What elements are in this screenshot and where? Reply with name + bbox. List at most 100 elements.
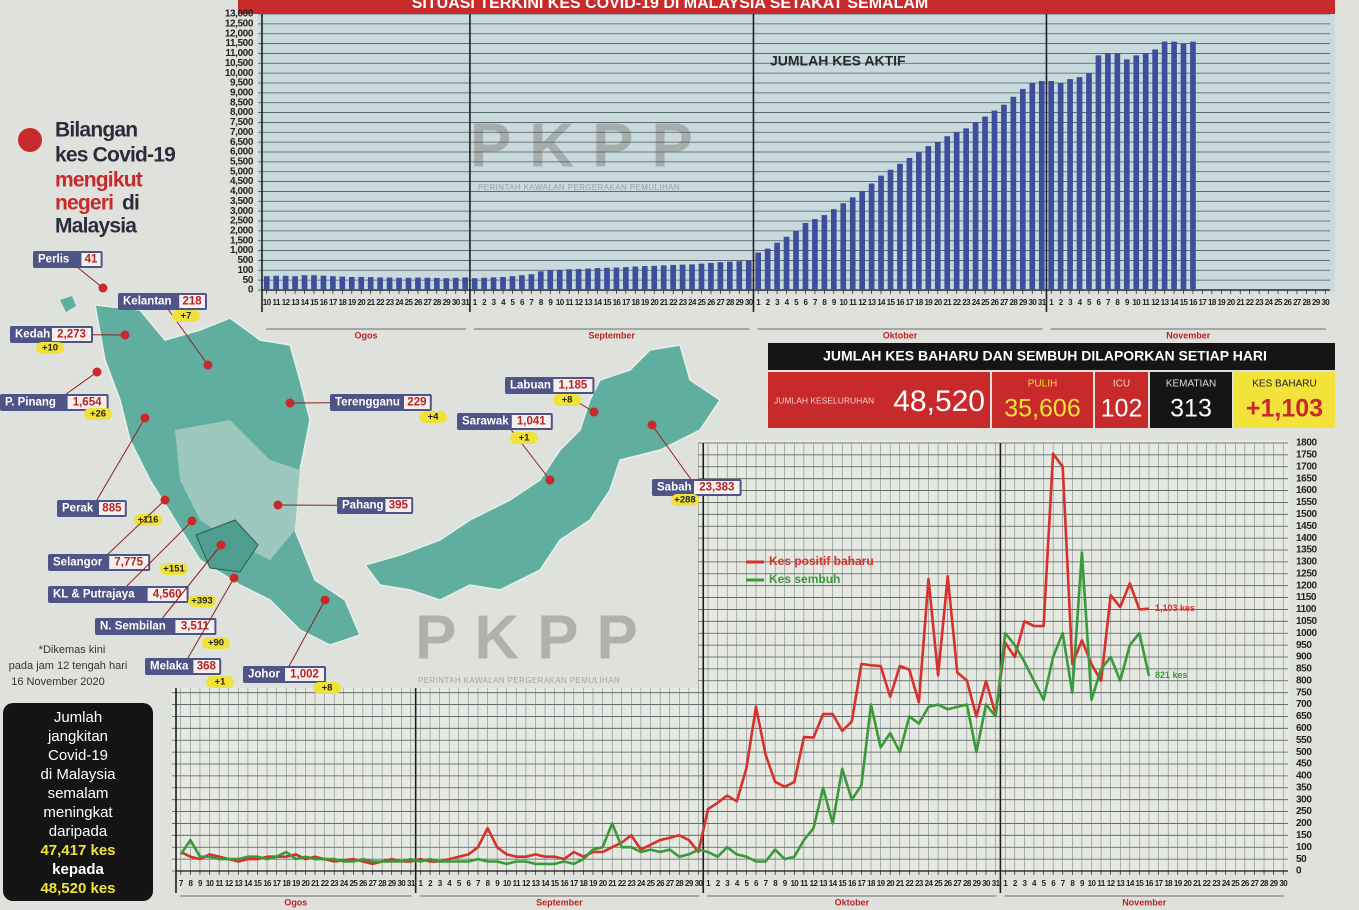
state-name: Kedah xyxy=(15,329,50,341)
y-tick-label: 850 xyxy=(1296,664,1312,675)
x-tick-label: 18 xyxy=(580,879,589,888)
state-count: 7,775 xyxy=(114,557,143,569)
state-name: Perak xyxy=(62,503,94,515)
x-tick-label: 28 xyxy=(963,879,972,888)
y-tick-label: 1100 xyxy=(1296,604,1317,615)
bar xyxy=(888,170,894,290)
x-tick-label: 11 xyxy=(1097,879,1105,888)
bar xyxy=(869,184,875,290)
month-label: Oktober xyxy=(835,897,870,907)
bar xyxy=(689,264,695,290)
stat-label: ICU xyxy=(1113,379,1130,390)
x-tick-label: 21 xyxy=(367,298,376,307)
state-change: +1 xyxy=(519,433,531,444)
x-tick-label: 10 xyxy=(1088,879,1097,888)
state-count: 1,041 xyxy=(517,416,546,428)
x-tick-label: 18 xyxy=(338,298,347,307)
bar xyxy=(321,276,327,290)
x-tick-label: 30 xyxy=(982,879,991,888)
state-change: +1 xyxy=(215,677,227,688)
state-marker xyxy=(274,501,283,510)
y-tick-label: 750 xyxy=(1296,687,1312,698)
x-tick-label: 28 xyxy=(675,879,684,888)
bar xyxy=(784,237,790,290)
y-tick-label: 2,500 xyxy=(230,216,254,227)
state-change: +151 xyxy=(163,564,185,575)
x-tick-label: 29 xyxy=(1312,298,1321,307)
y-tick-label: 1750 xyxy=(1296,450,1317,461)
y-tick-label: 1250 xyxy=(1296,568,1317,579)
state-name: Selangor xyxy=(53,557,103,569)
bar xyxy=(954,132,960,290)
stat-label: KEMATIAN xyxy=(1166,379,1216,390)
x-tick-label: 20 xyxy=(357,298,366,307)
bar xyxy=(491,277,497,290)
x-tick-label: 25 xyxy=(647,879,656,888)
bar xyxy=(1029,83,1035,290)
y-tick-label: 350 xyxy=(1296,782,1312,793)
state-count: 368 xyxy=(197,661,217,673)
y-tick-label: 6,000 xyxy=(230,147,254,158)
bar xyxy=(1181,44,1187,290)
x-tick-label: 20 xyxy=(650,298,659,307)
x-tick-label: 29 xyxy=(685,879,694,888)
bar xyxy=(340,277,346,290)
x-tick-label: 11 xyxy=(566,298,574,307)
watermark: PKPP xyxy=(470,111,711,180)
bar xyxy=(803,223,809,290)
bar xyxy=(1115,53,1121,290)
state-count: 1,185 xyxy=(559,380,588,392)
x-tick-label: 10 xyxy=(206,879,215,888)
x-tick-label: 23 xyxy=(962,298,971,307)
stat-value: 102 xyxy=(1101,395,1143,423)
x-tick-label: 27 xyxy=(1293,298,1302,307)
x-tick-label: 11 xyxy=(513,879,521,888)
x-tick-label: 26 xyxy=(1241,879,1250,888)
bar xyxy=(368,277,374,290)
bar xyxy=(273,276,279,290)
bar xyxy=(311,275,317,290)
x-tick-label: 25 xyxy=(698,298,707,307)
summary-line: Jumlah xyxy=(54,709,102,726)
state-change: +90 xyxy=(208,638,224,649)
x-tick-label: 16 xyxy=(848,879,857,888)
x-tick-label: 31 xyxy=(461,298,470,307)
x-tick-label: 26 xyxy=(944,879,953,888)
y-tick-label: 700 xyxy=(1296,699,1312,710)
x-tick-label: 29 xyxy=(973,879,982,888)
x-tick-label: 19 xyxy=(589,879,598,888)
y-tick-label: 1700 xyxy=(1296,461,1317,472)
x-tick-label: 23 xyxy=(627,879,636,888)
x-tick-label: 16 xyxy=(560,879,569,888)
bar xyxy=(1011,97,1017,290)
bar xyxy=(736,261,742,290)
x-tick-label: 17 xyxy=(858,879,867,888)
x-tick-label: 24 xyxy=(925,879,934,888)
x-tick-label: 18 xyxy=(1208,298,1217,307)
y-tick-label: 10,500 xyxy=(225,58,254,69)
bar xyxy=(481,278,487,290)
x-tick-label: 27 xyxy=(666,879,675,888)
state-marker xyxy=(93,368,102,377)
bar xyxy=(1133,55,1139,290)
stat-value: +1,103 xyxy=(1246,395,1323,423)
summary-line: semalam xyxy=(48,785,109,802)
state-marker xyxy=(546,476,555,485)
header-title: SITUASI TERKINI KES COVID-19 DI MALAYSIA… xyxy=(412,0,928,12)
x-tick-label: 22 xyxy=(1203,879,1212,888)
x-tick-label: 13 xyxy=(291,298,300,307)
x-tick-label: 18 xyxy=(915,298,924,307)
bar xyxy=(935,142,941,290)
bar xyxy=(963,128,969,290)
y-tick-label: 7,500 xyxy=(230,117,254,128)
stat-label: JUMLAH KESELURUHAN xyxy=(774,395,874,405)
x-tick-label: 15 xyxy=(254,879,263,888)
month-label: Ogos xyxy=(354,330,377,340)
bar xyxy=(642,266,648,290)
y-tick-label: 7,000 xyxy=(230,127,254,138)
state-marker xyxy=(99,284,108,293)
state-name: Labuan xyxy=(510,380,551,392)
x-tick-label: 24 xyxy=(395,298,404,307)
state-marker xyxy=(321,596,330,605)
state-change: +26 xyxy=(90,409,106,420)
